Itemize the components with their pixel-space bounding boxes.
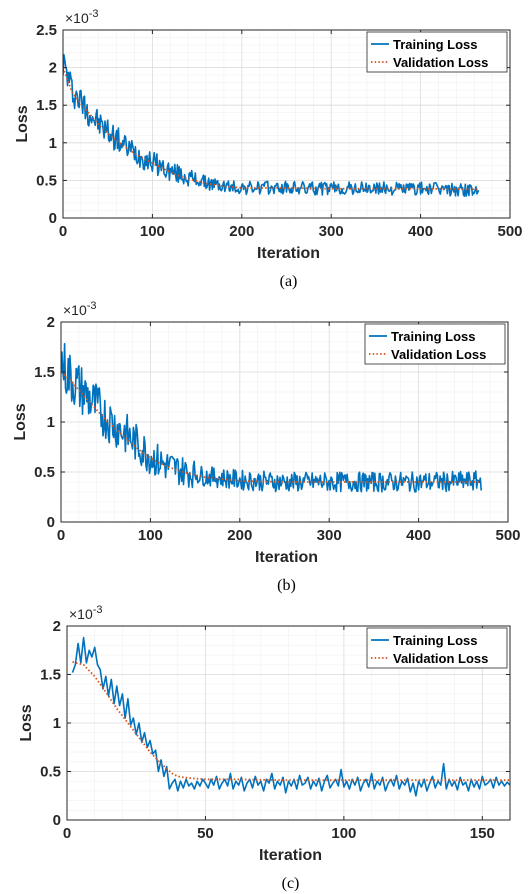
x-tick-label: 150 [470,825,495,842]
series-line-training-loss [71,636,510,797]
y-axis-label: Loss [18,704,35,741]
y-tick-label: 0.5 [36,172,57,189]
y-tick-label: 0 [53,812,61,829]
x-tick-label: 400 [408,223,433,240]
chart-panel-2: 0 50 100 150 0 0.5 1 1.5 2 ×10-3 Iteration Loss (c) T… [18,604,511,892]
figure-caption: (c) [282,875,300,892]
legend: Training Loss Validation Loss [366,627,508,669]
y-tick-label: 1 [47,414,55,431]
y-exponent-label: ×10-3 [63,300,97,318]
legend-entry: Training Loss [391,329,476,344]
axes-frame [62,29,511,219]
x-tick-label: 200 [227,527,252,544]
y-tick-label: 1.5 [40,667,61,684]
x-tick-label: 300 [317,527,342,544]
x-tick-label: 300 [319,223,344,240]
x-tick-label: 500 [497,223,522,240]
y-tick-label: 2 [47,314,55,331]
x-tick-label: 100 [140,223,165,240]
y-axis-label: Loss [12,403,29,440]
x-tick-label: 0 [59,223,67,240]
figure-caption: (a) [280,273,298,290]
y-axis-label: Loss [14,105,31,142]
x-axis-label: Iteration [259,847,322,864]
legend-entry: Validation Loss [391,347,486,362]
y-tick-label: 1 [53,715,61,732]
x-tick-label: 0 [63,825,71,842]
y-tick-label: 2 [49,60,57,77]
x-axis-label: Iteration [255,549,318,566]
figure-caption: (b) [277,577,296,594]
legend-entry: Validation Loss [393,55,488,70]
x-tick-label: 100 [331,825,356,842]
exponent-power: -3 [87,300,97,312]
exponent-base: ×10 [63,302,87,318]
series-line-validation-loss [72,661,510,782]
legend-entry: Training Loss [393,633,478,648]
x-tick-label: 100 [138,527,163,544]
x-tick-label: 200 [229,223,254,240]
x-tick-label: 400 [406,527,431,544]
exponent-power: -3 [89,8,99,20]
x-tick-label: 500 [495,527,520,544]
legend-entry: Training Loss [393,37,478,52]
x-tick-label: 0 [57,527,65,544]
legend-entry: Validation Loss [393,651,488,666]
y-tick-label: 2.5 [36,22,57,39]
chart-panel-1: 0 100 200 300 400 500 0 0.5 1 1.5 2 ×10-3 Iteration L… [12,300,521,594]
legend: Training Loss Validation Loss [366,31,508,73]
legend-box [364,323,506,365]
y-tick-label: 1.5 [34,364,55,381]
y-exponent-label: ×10-3 [65,8,99,26]
y-tick-label: 1 [49,135,57,152]
exponent-power: -3 [93,604,103,616]
legend: Training Loss Validation Loss [364,323,506,365]
x-tick-label: 50 [197,825,214,842]
y-tick-label: 1.5 [36,97,57,114]
exponent-base: ×10 [69,606,93,622]
chart-panel-0: 0 100 200 300 400 500 0 0.5 1 1.5 2 2.5 ×10-3 Iterati… [14,8,523,290]
y-tick-label: 0 [49,210,57,227]
legend-box [366,31,508,73]
legend-box [366,627,508,669]
series-line-training-loss [63,54,480,197]
y-tick-label: 0.5 [40,764,61,781]
y-exponent-label: ×10-3 [69,604,103,622]
y-tick-label: 0 [47,514,55,531]
exponent-base: ×10 [65,10,89,26]
y-tick-label: 2 [53,618,61,635]
x-axis-label: Iteration [257,245,320,262]
y-tick-label: 0.5 [34,464,55,481]
